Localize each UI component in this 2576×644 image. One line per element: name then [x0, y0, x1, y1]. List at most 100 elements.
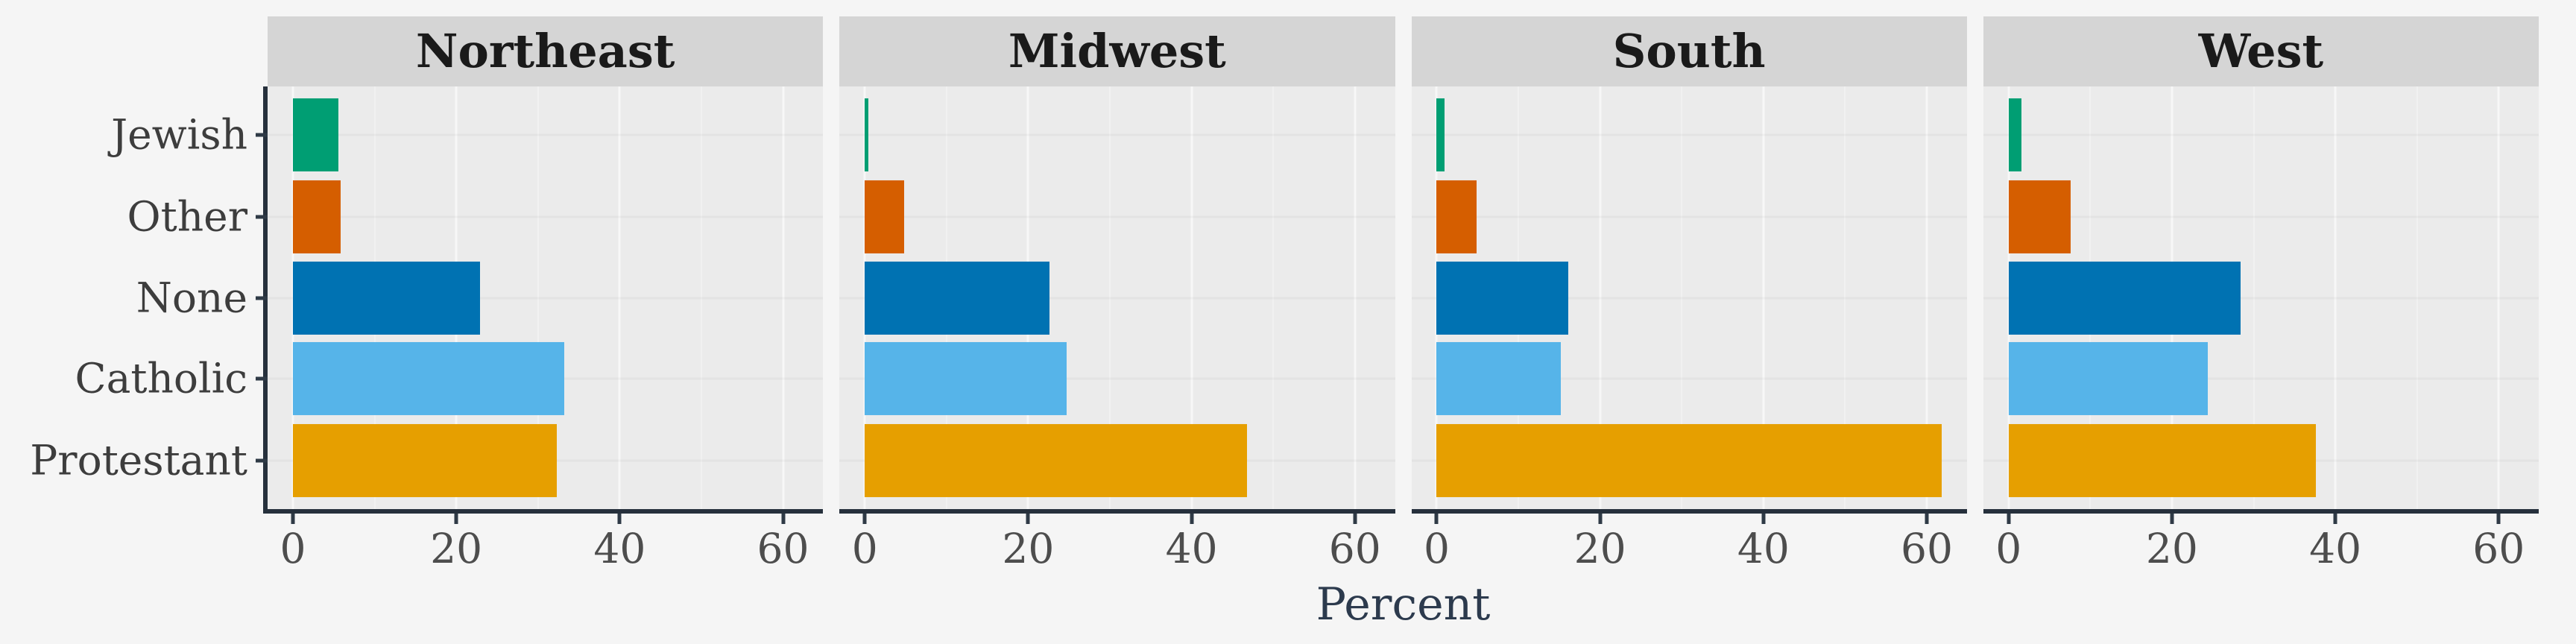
x-tick [1434, 514, 1439, 524]
bar-midwest-catholic [865, 342, 1067, 416]
x-axis-south: 0 20 40 60 [1412, 509, 1967, 584]
x-tick [2333, 514, 2337, 524]
x-tick [1026, 514, 1030, 524]
x-axis-line [1411, 509, 1967, 514]
bar-south-protestant [1436, 423, 1942, 497]
x-tick-label: 20 [1573, 525, 1626, 572]
facet-strip-label: South [1612, 24, 1766, 78]
x-tick [1353, 514, 1357, 524]
x-minor-gridline [1109, 86, 1111, 509]
bar-south-none [1436, 261, 1568, 335]
x-axis-line [1983, 509, 2539, 514]
x-tick-label: 20 [2145, 525, 2198, 572]
category-label-protestant: Protestant [30, 436, 247, 484]
y-gridline [1983, 134, 2539, 136]
x-tick-label: 40 [2309, 525, 2362, 572]
x-tick-label: 0 [1423, 525, 1450, 572]
facet-strip-label: Midwest [1008, 24, 1226, 78]
x-tick [1190, 514, 1194, 524]
bar-south-other [1436, 180, 1477, 253]
category-label-jewish: Jewish [111, 110, 247, 159]
x-tick-label: 40 [1165, 525, 1218, 572]
x-axis-northeast: 0 20 40 60 [268, 509, 823, 584]
x-gridline [782, 86, 785, 509]
x-tick [2170, 514, 2174, 524]
x-tick-label: 40 [1737, 525, 1790, 572]
bar-west-protestant [2008, 423, 2316, 497]
y-gridline [268, 134, 823, 136]
y-tick [256, 133, 268, 137]
x-tick-label: 0 [1995, 525, 2022, 572]
x-minor-gridline [2253, 86, 2255, 509]
y-gridline [839, 134, 1395, 136]
x-tick [617, 514, 622, 524]
facet-strip-northeast: Northeast [268, 16, 824, 86]
bar-west-none [2008, 261, 2241, 335]
bar-west-jewish [2008, 98, 2022, 172]
y-tick [256, 376, 268, 381]
x-gridline [1925, 86, 1928, 509]
y-axis-line [263, 86, 268, 514]
x-tick [1925, 514, 1929, 524]
x-tick-label: 60 [1901, 525, 1954, 572]
x-tick [862, 514, 867, 524]
category-label-none: None [136, 274, 247, 321]
bar-west-catholic [2008, 342, 2209, 416]
bar-south-jewish [1436, 98, 1445, 172]
y-gridline [839, 215, 1395, 218]
x-minor-gridline [1681, 86, 1683, 509]
x-axis-west: 0 20 40 60 [1983, 509, 2539, 584]
x-tick [1598, 514, 1603, 524]
category-label-catholic: Catholic [75, 354, 248, 402]
x-gridline [1354, 86, 1357, 509]
x-axis-line [268, 509, 824, 514]
facet-strip-south: South [1411, 16, 1967, 86]
x-minor-gridline [2416, 86, 2418, 509]
x-tick-label: 60 [757, 525, 809, 572]
bar-west-other [2008, 180, 2071, 253]
x-gridline [1599, 86, 1602, 509]
x-gridline [2497, 86, 2500, 509]
x-tick [291, 514, 295, 524]
panel-west [1983, 86, 2539, 514]
y-gridline [1412, 134, 1967, 136]
facet-strip-west: West [1983, 16, 2539, 86]
bar-midwest-protestant [865, 423, 1248, 497]
x-tick [781, 514, 786, 524]
x-tick-label: 60 [2472, 525, 2525, 572]
x-minor-gridline [700, 86, 702, 509]
bar-midwest-none [865, 261, 1049, 335]
panel-midwest [839, 86, 1395, 514]
facet-strip-label: West [2198, 24, 2324, 78]
bar-northeast-other [292, 180, 341, 253]
y-gridline [268, 215, 823, 218]
panel-northeast [256, 86, 824, 514]
bar-northeast-none [292, 261, 480, 335]
x-axis-midwest: 0 20 40 60 [839, 509, 1395, 584]
panel-south [1411, 86, 1967, 514]
x-gridline [618, 86, 621, 509]
x-tick-label: 0 [280, 525, 306, 572]
x-minor-gridline [537, 86, 539, 509]
facet-strip-label: Northeast [415, 24, 675, 78]
x-gridline [1190, 86, 1193, 509]
category-label-other: Other [127, 192, 247, 241]
x-gridline [1762, 86, 1765, 509]
bar-midwest-other [865, 180, 904, 253]
y-tick [256, 458, 268, 463]
x-gridline [2334, 86, 2337, 509]
bar-midwest-jewish [865, 98, 868, 172]
y-tick [256, 215, 268, 219]
facet-strip-midwest: Midwest [839, 16, 1395, 86]
x-tick-label: 40 [593, 525, 646, 572]
x-tick [1761, 514, 1766, 524]
x-axis-title: Percent [1316, 578, 1491, 631]
x-tick [2007, 514, 2011, 524]
x-tick [454, 514, 458, 524]
x-tick-label: 20 [1002, 525, 1055, 572]
x-minor-gridline [1272, 86, 1275, 509]
x-tick-label: 60 [1328, 525, 1381, 572]
x-tick [2496, 514, 2501, 524]
